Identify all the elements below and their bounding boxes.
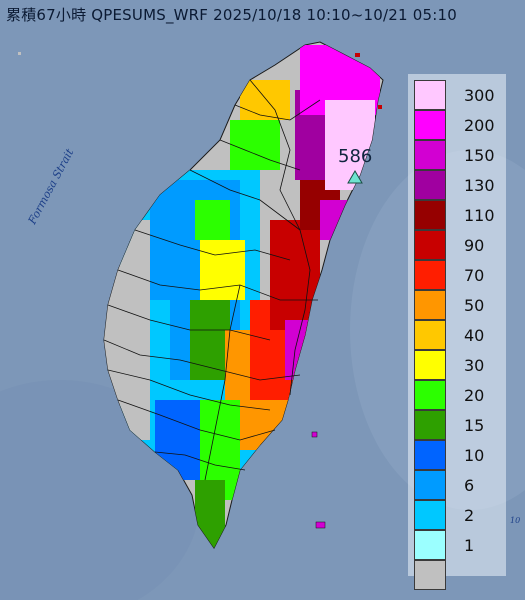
legend-item: 1: [414, 530, 514, 560]
edge-note: 10: [510, 516, 521, 525]
offshore-island: [18, 52, 21, 55]
legend-swatch: [414, 260, 446, 290]
legend-label: 40: [464, 326, 485, 345]
offshore-island: [378, 105, 382, 109]
legend-swatch: [414, 530, 446, 560]
legend-swatch: [414, 80, 446, 110]
offshore-island: [311, 431, 318, 438]
legend-item: [414, 560, 514, 590]
legend-swatch: [414, 290, 446, 320]
map-title: 累積67小時 QPESUMS_WRF 2025/10/18 10:10~10/2…: [6, 6, 457, 24]
legend-item: 300: [414, 80, 514, 110]
legend-label: 90: [464, 236, 485, 255]
legend-item: 70: [414, 260, 514, 290]
legend-label: 1: [464, 536, 475, 555]
legend-swatch: [414, 320, 446, 350]
legend-item: 50: [414, 290, 514, 320]
legend-label: 110: [464, 206, 495, 225]
zone-20mm: [230, 120, 280, 170]
offshore-island: [315, 521, 326, 529]
legend-item: 20: [414, 380, 514, 410]
legend-item: 130: [414, 170, 514, 200]
legend-item: 10: [414, 440, 514, 470]
legend-swatch: [414, 410, 446, 440]
county-borders: [103, 79, 321, 481]
max-location-triangle-icon: [347, 170, 363, 184]
legend-item: 6: [414, 470, 514, 500]
legend-item: 30: [414, 350, 514, 380]
legend-swatch: [414, 200, 446, 230]
legend-swatch: [414, 500, 446, 530]
legend-label: 70: [464, 266, 485, 285]
max-rainfall-value: 586: [338, 146, 373, 167]
legend-label: 150: [464, 146, 495, 165]
legend-label: 30: [464, 356, 485, 375]
legend-label: 2: [464, 506, 475, 525]
zone-30mm: [200, 240, 245, 300]
legend-item: 40: [414, 320, 514, 350]
rainfall-legend: 300 200 150 130 110 90 70 50 40 30 20 15 10 6 2 1: [414, 80, 514, 590]
legend-item: 110: [414, 200, 514, 230]
legend-swatch: [414, 380, 446, 410]
legend-swatch: [414, 140, 446, 170]
legend-label: 6: [464, 476, 475, 495]
legend-item: 2: [414, 500, 514, 530]
zone-20mm: [195, 200, 230, 240]
offshore-island: [355, 53, 360, 57]
zone-15mm: [190, 300, 230, 380]
legend-label: 200: [464, 116, 495, 135]
legend-label: 15: [464, 416, 485, 435]
legend-item: 15: [414, 410, 514, 440]
legend-swatch: [414, 440, 446, 470]
legend-label: 50: [464, 296, 485, 315]
zone-40mm: [240, 80, 290, 120]
legend-label: 130: [464, 176, 495, 195]
legend-label: 300: [464, 86, 495, 105]
legend-label: 10: [464, 446, 485, 465]
legend-item: 200: [414, 110, 514, 140]
legend-item: 90: [414, 230, 514, 260]
legend-swatch: [414, 470, 446, 500]
legend-swatch: [414, 110, 446, 140]
legend-swatch: [414, 230, 446, 260]
legend-label: 20: [464, 386, 485, 405]
legend-swatch: [414, 560, 446, 590]
legend-swatch: [414, 350, 446, 380]
legend-item: 150: [414, 140, 514, 170]
legend-swatch: [414, 170, 446, 200]
